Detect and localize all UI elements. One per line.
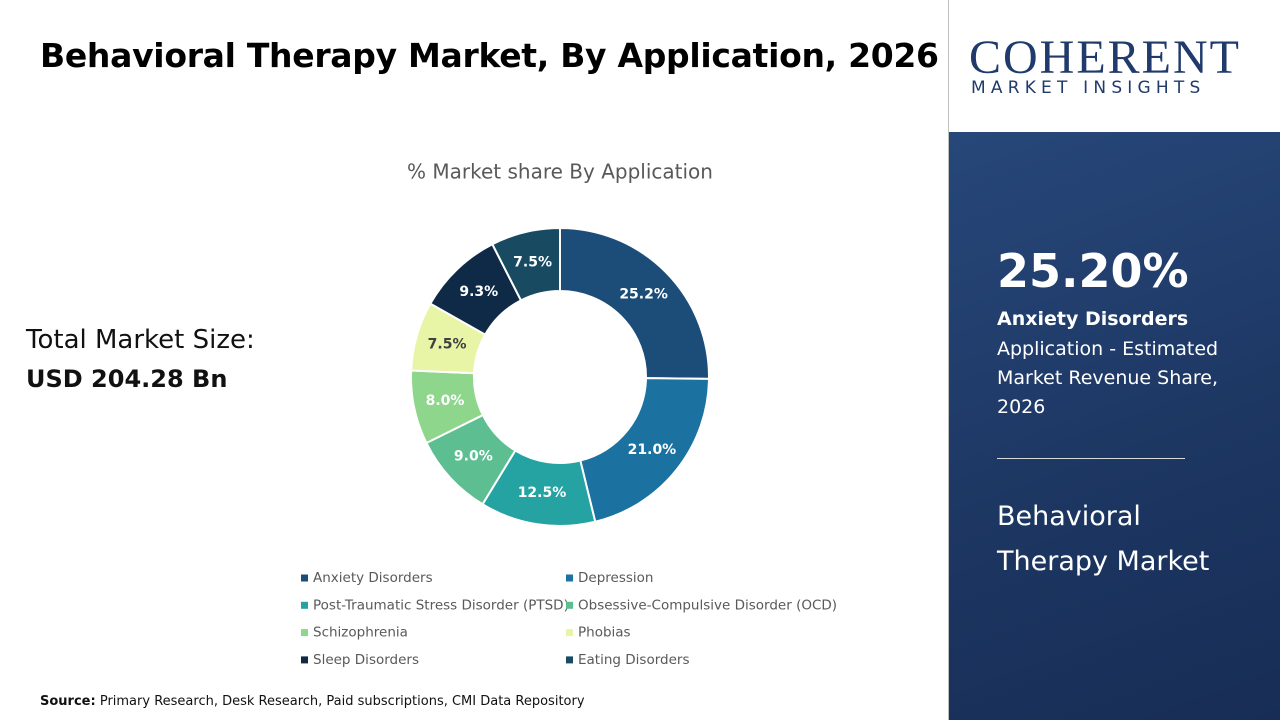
donut-segment: [579, 377, 711, 523]
page-title: Behavioral Therapy Market, By Applicatio…: [40, 36, 939, 75]
legend-marker: [566, 656, 573, 664]
legend-marker: [301, 629, 308, 637]
data-label: 7.5%: [513, 255, 552, 271]
logo-name: COHERENT: [969, 31, 1241, 84]
source: Source: Primary Research, Desk Research,…: [40, 694, 585, 709]
highlight-panel: 25.20% Anxiety Disorders Application - E…: [949, 132, 1280, 720]
data-label: 7.5%: [428, 337, 467, 353]
donut-segment: [491, 226, 561, 302]
main-area: Behavioral Therapy Market, By Applicatio…: [26, 0, 949, 720]
legend-label: Obsessive-Compulsive Disorder (OCD): [578, 597, 837, 613]
legend-marker: [301, 656, 308, 664]
market-size-value: USD 204.28 Bn: [26, 365, 228, 393]
data-label: 12.5%: [518, 485, 567, 501]
logo: COHERENT MARKET INSIGHTS: [949, 0, 1280, 132]
logo-tagline: MARKET INSIGHTS: [971, 78, 1206, 98]
highlight-value: 25.20%: [997, 244, 1189, 298]
divider: [997, 458, 1185, 459]
highlight-market: Behavioral Therapy Market: [997, 501, 1210, 577]
data-label: 9.3%: [459, 284, 498, 300]
data-label: 21.0%: [628, 442, 677, 458]
legend-marker: [566, 574, 573, 582]
data-label: 9.0%: [454, 448, 493, 464]
legend-marker: [301, 601, 308, 609]
legend-marker: [566, 601, 573, 609]
chart-title: % Market share By Application: [407, 160, 713, 184]
legend-label: Schizophrenia: [313, 625, 408, 641]
source-label: Source:: [40, 694, 96, 709]
highlight-segment: Anxiety Disorders: [997, 308, 1189, 330]
data-label: 25.2%: [619, 286, 668, 302]
legend-label: Depression: [578, 570, 653, 586]
legend-label: Post-Traumatic Stress Disorder (PTSD): [313, 597, 569, 613]
market-size-label: Total Market Size:: [26, 325, 255, 355]
legend-marker: [566, 629, 573, 637]
donut-segment: [559, 226, 710, 380]
legend-label: Sleep Disorders: [313, 652, 419, 668]
legend-label: Anxiety Disorders: [313, 570, 433, 586]
highlight-description: Application - Estimated Market Revenue S…: [997, 338, 1219, 418]
legend-label: Phobias: [578, 625, 631, 641]
data-label: 8.0%: [426, 393, 465, 409]
legend-label: Eating Disorders: [578, 652, 689, 668]
source-text: Primary Research, Desk Research, Paid su…: [99, 694, 585, 709]
side-panel: COHERENT MARKET INSIGHTS 25.20% Anxiety …: [949, 0, 1280, 720]
legend-marker: [301, 574, 308, 582]
chart: % Market share By Application 25.2% 21.0%…: [301, 160, 837, 668]
